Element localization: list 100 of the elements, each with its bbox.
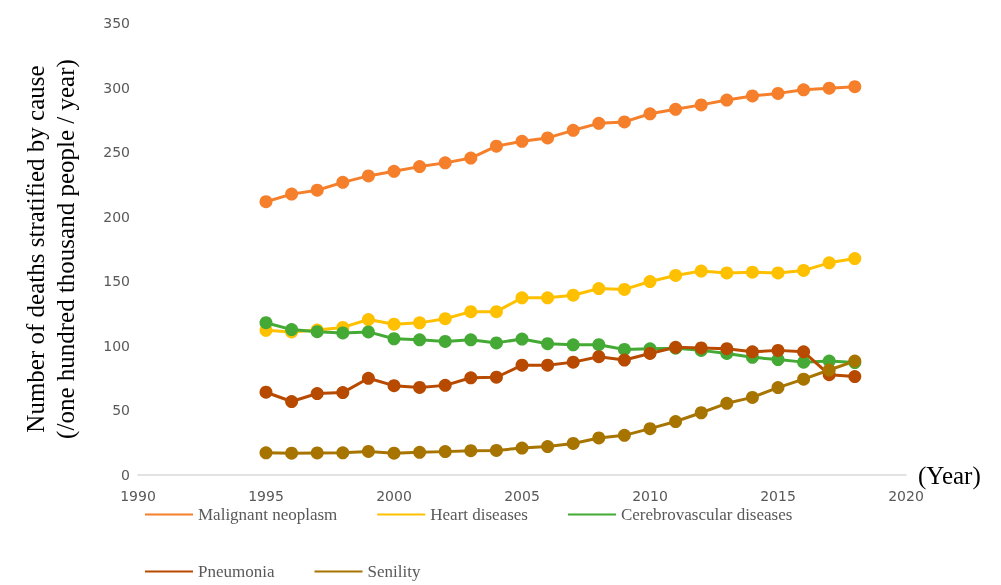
point [515, 291, 529, 305]
point [387, 164, 401, 178]
point [592, 116, 606, 130]
point [489, 370, 503, 384]
legend-label: Senility [367, 562, 421, 581]
point [464, 333, 478, 347]
point [592, 338, 606, 352]
y-tick-label: 0 [121, 467, 130, 483]
point [848, 370, 862, 384]
point [489, 443, 503, 457]
point [361, 325, 375, 339]
point [489, 305, 503, 319]
x-tick-label: 2000 [376, 488, 412, 504]
point [515, 358, 529, 372]
y-tick-label: 100 [103, 337, 130, 354]
point [438, 378, 452, 392]
point [643, 107, 657, 121]
legend-label: Heart diseases [430, 505, 528, 524]
point [336, 386, 350, 400]
y-tick-label: 250 [103, 144, 130, 161]
point [592, 431, 606, 445]
point [592, 350, 606, 364]
x-axis-title: (Year) [918, 461, 981, 490]
point [566, 338, 580, 352]
point [489, 139, 503, 153]
point [541, 337, 555, 351]
legend-label: Cerebrovascular diseases [620, 505, 793, 524]
point [438, 445, 452, 459]
point [669, 415, 683, 429]
point [643, 346, 657, 360]
point [489, 336, 503, 350]
point [285, 187, 299, 201]
x-tick-label: 2005 [504, 488, 540, 504]
point [797, 263, 811, 277]
point [361, 169, 375, 183]
point [720, 396, 734, 410]
point [413, 445, 427, 459]
point [336, 446, 350, 460]
point [745, 89, 759, 103]
point [541, 358, 555, 372]
point [771, 343, 785, 357]
point [617, 342, 631, 356]
point [566, 288, 580, 302]
point [310, 387, 324, 401]
point [413, 160, 427, 174]
y-tick-label: 150 [103, 273, 130, 290]
point [438, 312, 452, 326]
point [694, 98, 708, 112]
x-tick-label: 2010 [632, 488, 668, 504]
point [336, 175, 350, 189]
point [669, 102, 683, 116]
x-tick-label: 1995 [248, 488, 284, 504]
point [617, 428, 631, 442]
point [848, 252, 862, 266]
point [464, 371, 478, 385]
point [669, 268, 683, 282]
point [387, 446, 401, 460]
point [643, 422, 657, 436]
point [617, 282, 631, 296]
point [387, 332, 401, 346]
point [797, 372, 811, 386]
point [541, 131, 555, 145]
point [566, 436, 580, 450]
point [336, 326, 350, 340]
point [541, 440, 555, 454]
point [464, 151, 478, 165]
point [822, 81, 836, 95]
point [464, 444, 478, 458]
point [259, 316, 273, 330]
point [771, 381, 785, 395]
point [515, 134, 529, 148]
point [566, 355, 580, 369]
point [694, 406, 708, 420]
point [720, 93, 734, 107]
point [694, 264, 708, 278]
point [285, 446, 299, 460]
point [387, 379, 401, 393]
legend-label: Malignant neoplasm [198, 505, 338, 524]
point [259, 446, 273, 460]
point [720, 266, 734, 280]
point [797, 345, 811, 359]
point [259, 385, 273, 399]
point [361, 313, 375, 327]
y-tick-label: 50 [112, 402, 130, 419]
x-tick-label: 2015 [760, 488, 796, 504]
x-tick-label: 1990 [120, 488, 156, 504]
point [848, 80, 862, 94]
point [361, 445, 375, 458]
point [413, 333, 427, 347]
point [310, 446, 324, 460]
y-tick-label: 200 [103, 208, 130, 225]
point [566, 123, 580, 137]
point [720, 342, 734, 356]
y-tick-label: 300 [103, 79, 130, 96]
point [745, 265, 759, 279]
point [745, 345, 759, 359]
point [771, 266, 785, 280]
point [413, 316, 427, 330]
point [259, 195, 273, 209]
point [745, 390, 759, 404]
